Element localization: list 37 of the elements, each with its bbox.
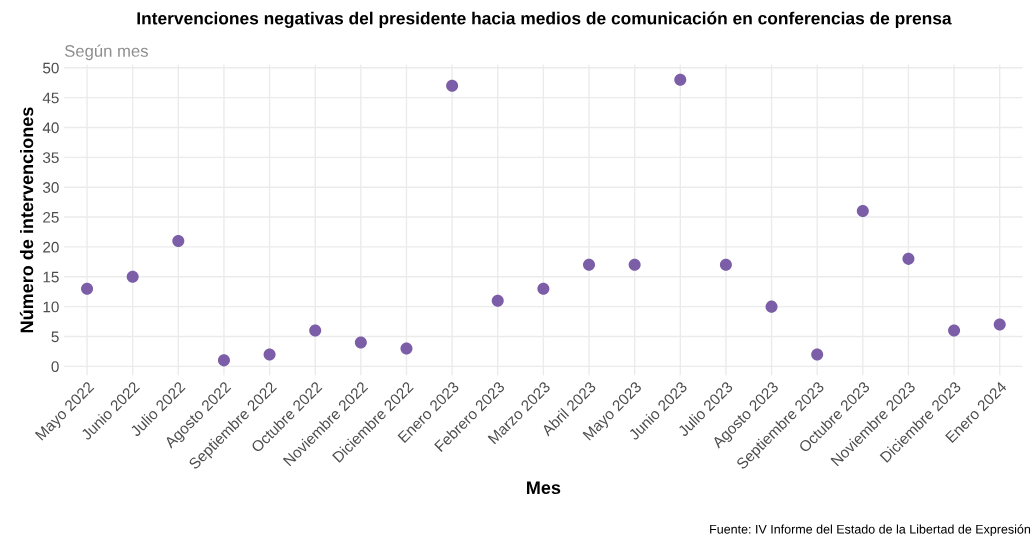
- point: [263, 348, 276, 361]
- x-axis-title: Mes: [527, 481, 561, 495]
- point: [993, 318, 1006, 331]
- source-note: Fuente: IV Informe del Estado de la Libertad de Expresión: [710, 524, 1031, 537]
- point: [948, 324, 961, 337]
- y-axis-title: Número de intervenciones: [19, 107, 34, 333]
- chart-title: Intervenciones negativas del presidente hacia medios de comunicación en conferencias de prensa: [137, 11, 952, 28]
- point: [446, 79, 459, 92]
- y-tick-label: 20: [43, 241, 59, 253]
- point: [309, 324, 322, 337]
- point: [674, 73, 687, 86]
- point: [902, 252, 915, 265]
- y-tick-label: 0: [51, 361, 59, 373]
- chart-subtitle: Según mes: [64, 44, 148, 61]
- point: [583, 258, 596, 271]
- y-tick-label: 45: [42, 92, 59, 104]
- point: [811, 348, 824, 361]
- y-tick-label: 25: [43, 211, 59, 223]
- point: [537, 282, 550, 295]
- point: [354, 336, 367, 349]
- y-tick-label: 15: [43, 271, 59, 283]
- y-tick-label: 10: [43, 301, 59, 313]
- point: [217, 354, 230, 367]
- y-tick-label: 50: [42, 62, 59, 74]
- y-tick-label: 40: [42, 122, 59, 134]
- y-tick-label: 30: [42, 182, 59, 193]
- point: [81, 282, 94, 295]
- point: [719, 258, 732, 271]
- point: [628, 258, 641, 271]
- point: [172, 234, 185, 247]
- point: [491, 294, 504, 307]
- point: [400, 342, 413, 355]
- point: [126, 270, 139, 283]
- point: [765, 300, 778, 313]
- point: [856, 205, 869, 218]
- y-tick-label: 35: [42, 152, 59, 164]
- y-tick-label: 5: [51, 331, 59, 343]
